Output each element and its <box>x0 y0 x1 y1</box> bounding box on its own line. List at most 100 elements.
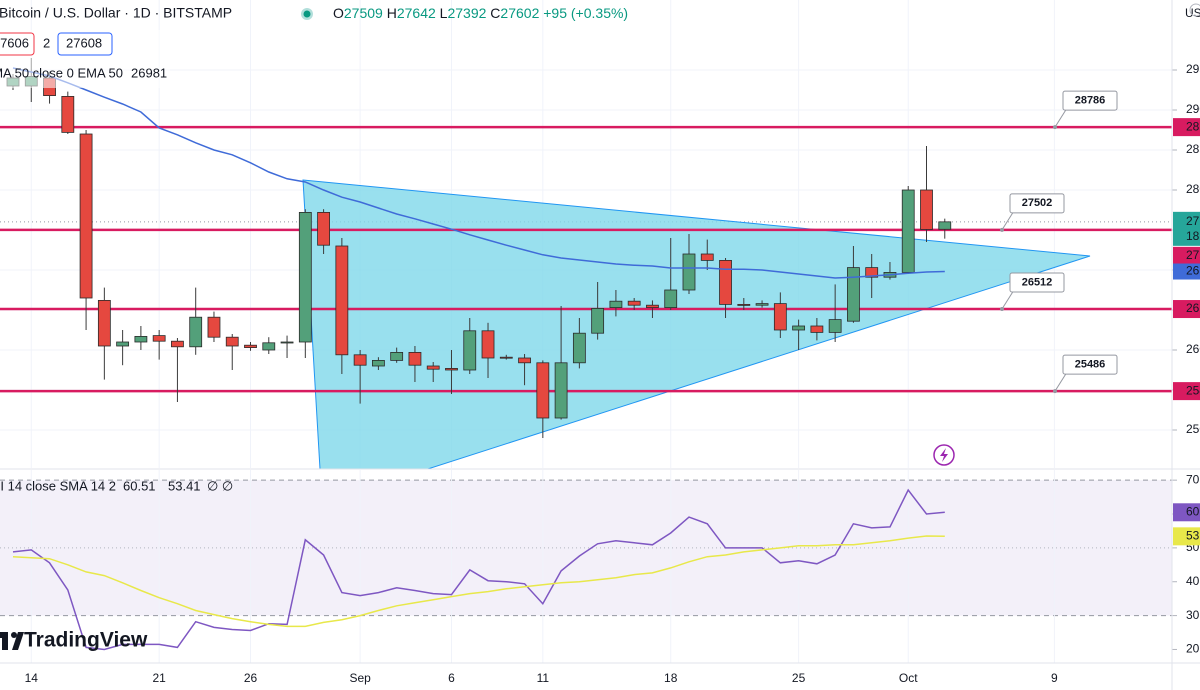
logo-dot <box>11 632 17 638</box>
callout-label: 27502 <box>1022 197 1053 209</box>
candle-body <box>371 359 385 367</box>
candle-body <box>518 357 531 364</box>
triangle-drawing <box>302 179 1091 469</box>
level-axis-box <box>1173 118 1200 137</box>
rsi-tick-label: 40 <box>1186 574 1200 588</box>
change: +95 (+0.35%) <box>543 5 628 21</box>
candle-body <box>828 319 842 333</box>
symbol-title: Bitcoin / U.S. Dollar · 1D · BITSTAMP <box>0 5 232 21</box>
candle-body <box>920 189 933 230</box>
ema-axis-label: 26981 <box>1186 264 1200 278</box>
last-price-box <box>1173 211 1200 246</box>
sma-value: 53.41 <box>168 478 201 493</box>
level-axis-label: 26512 <box>1186 301 1200 315</box>
event-bolt <box>940 448 948 462</box>
y-tick-label: 28500 <box>1186 142 1200 156</box>
candle-body <box>189 316 203 348</box>
candle-body <box>445 367 458 371</box>
ohlc-legend: O27509 H27642 L27392 C27602 +95 (+0.35%) <box>333 5 628 21</box>
ui-layer: 142126Sep6111825Oct925000255002600026500… <box>25 62 1200 685</box>
x-tick-label: 25 <box>792 671 806 685</box>
y-tick-label: 25000 <box>1186 422 1200 436</box>
ohlc-value: 27602 <box>500 5 539 21</box>
candle-body <box>225 336 239 347</box>
y-tick-label: 29500 <box>1186 62 1200 76</box>
callout-leader <box>1054 371 1068 392</box>
rsi-axis-box <box>1173 503 1200 522</box>
y-tick-label: 28000 <box>1186 182 1200 196</box>
candle-body <box>390 351 404 361</box>
candle-body <box>79 133 93 299</box>
bid-box[interactable] <box>0 32 35 56</box>
currency: USD <box>1185 6 1200 20</box>
level-axis-box <box>1173 246 1200 265</box>
event-icon[interactable] <box>933 444 955 466</box>
rsi-tick-label: 70 <box>1186 472 1200 486</box>
settings-icon[interactable] <box>1189 3 1200 17</box>
candle-body <box>627 300 641 306</box>
rsi-flags: ∅ ∅ <box>207 478 233 493</box>
callout-label: 25486 <box>1075 359 1106 371</box>
callout-anchor <box>1053 125 1057 130</box>
rsi-pane <box>0 470 1172 663</box>
rsi-axis-box <box>1173 527 1200 546</box>
candle-body <box>865 267 879 278</box>
candle-body <box>719 259 732 305</box>
status-dot <box>303 10 311 18</box>
candle-body <box>572 332 586 364</box>
candle-body <box>773 303 787 331</box>
candle-body <box>481 330 495 359</box>
y-tick-label: 26000 <box>1186 342 1200 356</box>
ask-box[interactable] <box>57 32 113 56</box>
candle-body <box>280 341 294 344</box>
candle-body <box>134 335 148 343</box>
candle-body <box>499 356 513 359</box>
rsi-axis-label: 60.51 <box>1186 504 1200 518</box>
ema-axis-box <box>1173 263 1200 280</box>
x-tick-label: Sep <box>349 671 371 685</box>
candle-body <box>152 335 166 342</box>
callout-leader <box>1054 107 1068 128</box>
callout-box <box>1062 90 1118 111</box>
bid-price: 27606 <box>0 35 29 50</box>
grid-layer <box>0 0 1172 663</box>
candle-body <box>755 303 769 306</box>
candle-body <box>700 253 714 261</box>
ohlc-label: O <box>333 5 344 21</box>
rsi-line <box>12 488 945 651</box>
ohlc-label: H <box>387 5 397 21</box>
callout-anchor <box>1000 307 1004 312</box>
candle-body <box>262 342 276 351</box>
level-axis-label: 28786 <box>1186 119 1200 133</box>
drawings-layer <box>302 179 1091 469</box>
candle-body <box>97 299 111 347</box>
level-axis-label: 27502 <box>1186 248 1200 262</box>
level-axis-box <box>1173 300 1200 319</box>
callout-leader <box>1001 289 1015 310</box>
last-price-label: 27602 <box>1186 214 1200 228</box>
candle-body <box>116 341 130 347</box>
ohlc-label: C <box>490 5 500 21</box>
candle-body <box>536 362 550 419</box>
candle-body <box>317 211 330 246</box>
watermark-logo <box>0 632 24 650</box>
rsi-value: 60.51 <box>123 478 156 493</box>
candle-body <box>664 289 678 309</box>
candle-body <box>426 365 440 370</box>
candle-body <box>353 354 367 366</box>
candle-body <box>810 325 824 333</box>
logo-slash <box>12 632 24 650</box>
level-axis-label: 25486 <box>1186 383 1200 397</box>
rsi-legend: RSI 14 close SMA 14 2 <box>0 478 116 493</box>
candle-body <box>682 253 696 291</box>
callout-anchor <box>1053 389 1057 394</box>
candle-body <box>901 189 915 273</box>
countdown: 18 <box>1186 229 1200 243</box>
rsi-tick-label: 30 <box>1186 608 1200 622</box>
candle-body <box>463 330 477 371</box>
ohlc-label: L <box>440 5 448 21</box>
logo-stem <box>2 632 8 650</box>
rsi-axis-label: 53.41 <box>1186 529 1200 543</box>
candle-body <box>61 96 75 133</box>
y-tick-label: 29000 <box>1186 102 1200 116</box>
